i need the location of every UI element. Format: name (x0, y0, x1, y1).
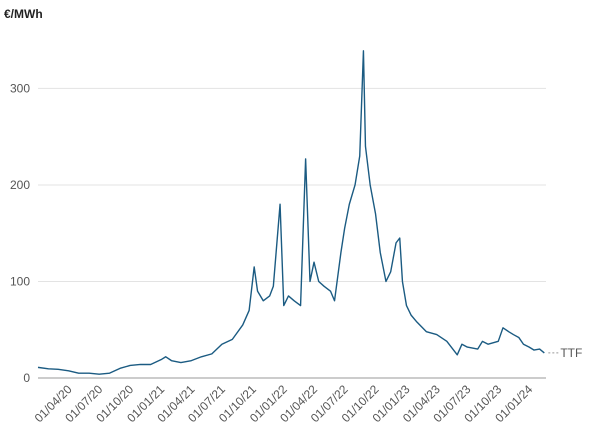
y-tick-label: 0 (23, 371, 30, 385)
y-tick-label: 100 (10, 274, 30, 288)
y-tick-label: 300 (10, 81, 30, 95)
y-tick-label: 200 (10, 178, 30, 192)
legend-label: TTF (560, 346, 582, 360)
series-line (37, 50, 545, 375)
y-axis-label: €/MWh (4, 7, 43, 21)
